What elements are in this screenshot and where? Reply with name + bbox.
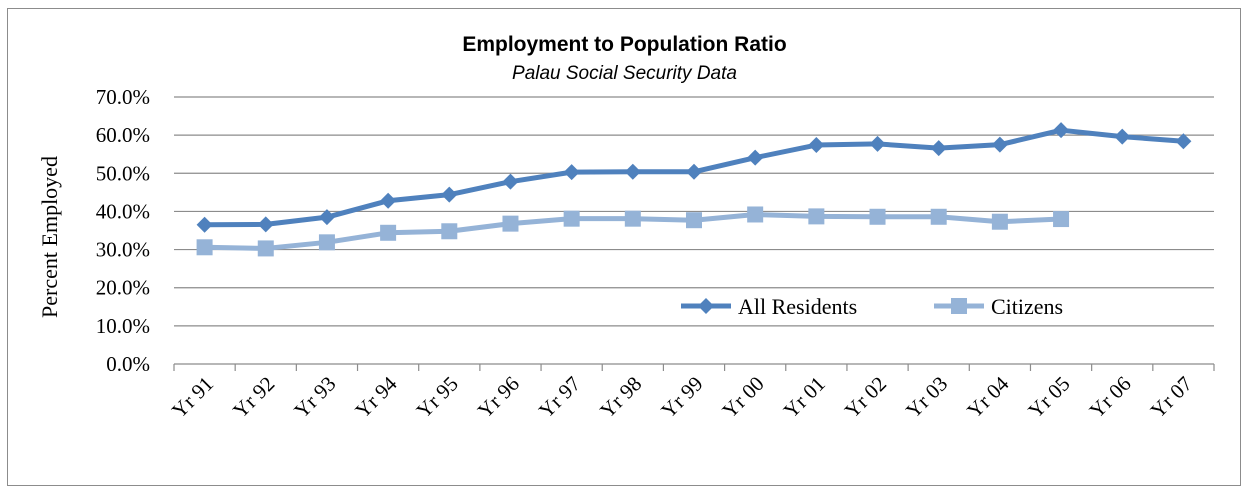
x-tick-label: Yr 92 [228, 372, 279, 423]
data-point [1053, 211, 1070, 228]
x-tick-label: Yr 05 [1023, 372, 1074, 423]
y-tick-label: 70.0% [96, 85, 150, 109]
data-point [318, 209, 335, 226]
data-point [808, 208, 825, 225]
x-tick-label: Yr 93 [289, 372, 340, 423]
y-tick-label: 20.0% [96, 276, 150, 300]
data-point [318, 234, 335, 251]
x-tick-labels: Yr 91 Yr 92 Yr 93 Yr 94 Yr 95 Yr 96 Yr 97 Yr 98… [167, 371, 1197, 423]
x-tick-label: Yr 07 [1146, 372, 1197, 423]
x-tick-label: Yr 02 [840, 372, 891, 423]
x-tick-label: Yr 96 [473, 372, 524, 423]
y-tick-label: 30.0% [96, 238, 150, 262]
data-point [686, 163, 702, 180]
data-point [441, 186, 458, 203]
data-point [502, 215, 519, 232]
x-tick-label: Yr 06 [1085, 372, 1136, 423]
y-tick-label: 50.0% [96, 161, 150, 185]
legend-label: All Residents [738, 294, 857, 319]
data-point [1053, 122, 1070, 139]
x-tick-label: Yr 04 [962, 371, 1014, 423]
x-tick-label: Yr 98 [595, 372, 646, 423]
data-point [624, 163, 641, 180]
series-citizens [196, 206, 1070, 257]
data-point [1175, 133, 1192, 150]
x-axis [173, 363, 1215, 371]
legend-marker [698, 298, 714, 314]
data-point [502, 173, 519, 190]
x-tick-label: Yr 95 [412, 372, 463, 423]
legend: All Residents Citizens [681, 294, 1063, 319]
y-tick-label: 60.0% [96, 123, 150, 147]
x-tick-label: Yr 01 [779, 372, 830, 423]
y-tick-labels: 0.0% 10.0% 20.0% 30.0% 40.0% 50.0% 60.0% 70.0% [96, 85, 150, 376]
x-tick-label: Yr 91 [167, 372, 218, 423]
y-tick-label: 40.0% [96, 199, 150, 223]
x-tick-label: Yr 00 [718, 372, 769, 423]
data-point [563, 164, 580, 181]
chart-subtitle: Palau Social Security Data [512, 63, 737, 84]
data-point [869, 208, 886, 225]
data-point [869, 135, 886, 152]
data-point [991, 213, 1008, 230]
x-tick-label: Yr 97 [534, 372, 585, 423]
legend-marker [951, 298, 967, 314]
data-point [380, 224, 397, 241]
series-all-residents [196, 122, 1192, 233]
data-point [196, 239, 213, 256]
x-tick-label: Yr 03 [901, 372, 952, 423]
y-axis-title: Percent Employed [37, 156, 62, 318]
data-point [991, 136, 1008, 153]
data-point [747, 149, 764, 166]
legend-item: All Residents [681, 294, 857, 319]
legend-item: Citizens [934, 294, 1063, 319]
x-tick-label: Yr 94 [350, 371, 402, 423]
data-point [1114, 128, 1131, 145]
data-point [930, 208, 947, 225]
y-tick-label: 10.0% [96, 314, 150, 338]
data-point [257, 240, 274, 257]
data-point [257, 216, 274, 233]
data-point [747, 206, 764, 223]
data-point [930, 140, 947, 157]
chart-title: Employment to Population Ratio [462, 33, 787, 56]
legend-label: Citizens [991, 294, 1063, 319]
data-point [196, 216, 213, 233]
x-tick-label: Yr 99 [656, 372, 707, 423]
data-point [686, 212, 702, 229]
data-point [808, 137, 825, 154]
y-tick-label: 0.0% [106, 352, 150, 376]
data-point [380, 192, 397, 209]
data-point [624, 210, 641, 227]
data-point [563, 210, 580, 227]
series-layer [196, 122, 1192, 257]
data-point [441, 223, 458, 240]
